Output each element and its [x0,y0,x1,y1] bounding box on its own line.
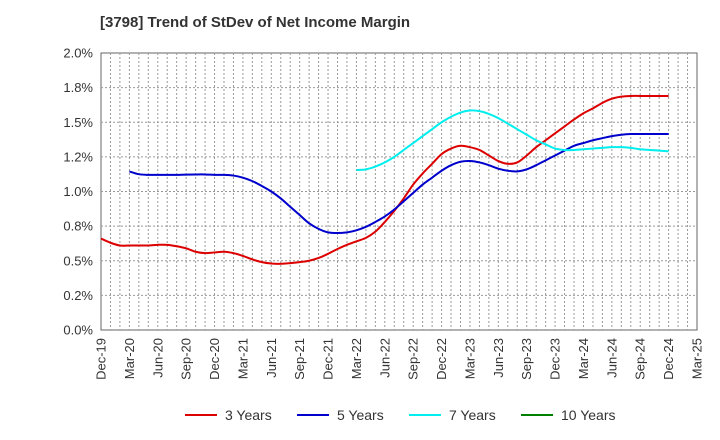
y-tick-label: 0.2% [63,288,93,303]
y-tick-label: 2.0% [63,46,93,61]
x-tick-label: Dec-22 [434,338,449,380]
x-tick-label: Dec-20 [207,338,222,380]
y-tick-label: 1.0% [63,184,93,199]
series-line-5-years [129,132,669,235]
x-tick-label: Mar-24 [576,338,591,379]
x-tick-label: Mar-20 [122,338,137,379]
legend-label: 10 Years [561,407,616,423]
x-tick-label: Jun-21 [264,338,279,378]
legend-swatch [521,414,553,416]
x-tick-label: Sep-21 [292,338,307,380]
legend: 3 Years 5 Years 7 Years 10 Years [0,404,720,426]
y-axis-ticks: 0.0% 0.2% 0.5% 0.8% 1.0% 1.2% 1.5% 1.8% 2.0% [63,46,93,338]
y-tick-label: 1.8% [63,80,93,95]
x-axis-ticks: Dec-19 Mar-20 Jun-20 Sep-20 Dec-20 Mar-21 Jun-… [94,338,705,380]
series-line-7-years [356,109,669,172]
legend-item-7-years: 7 Years [409,404,496,426]
legend-label: 3 Years [225,407,272,423]
x-tick-label: Sep-23 [519,338,534,380]
x-tick-label: Mar-21 [235,338,250,379]
series-line-3-years [100,94,669,265]
grid-lines [101,53,697,330]
x-tick-label: Jun-22 [377,338,392,378]
x-tick-label: Jun-24 [604,338,619,378]
chart-title: [3798] Trend of StDev of Net Income Marg… [100,14,411,31]
legend-item-5-years: 5 Years [297,404,384,426]
x-tick-label: Jun-20 [150,338,165,378]
x-tick-label: Dec-21 [321,338,336,380]
x-tick-label: Mar-25 [690,338,705,379]
y-tick-label: 0.0% [63,323,93,338]
x-tick-label: Sep-24 [633,338,648,380]
legend-swatch [185,414,217,416]
y-tick-label: 0.5% [63,253,93,268]
legend-swatch [297,414,329,416]
legend-label: 7 Years [449,407,496,423]
x-tick-label: Mar-23 [462,338,477,379]
legend-label: 5 Years [337,407,384,423]
x-tick-label: Jun-23 [491,338,506,378]
legend-item-3-years: 3 Years [185,404,272,426]
x-tick-label: Dec-19 [94,338,109,380]
legend-item-10-years: 10 Years [521,404,616,426]
y-tick-label: 1.5% [63,115,93,130]
y-tick-label: 0.8% [63,219,93,234]
x-tick-label: Sep-20 [179,338,194,380]
series-lines [100,94,669,265]
x-tick-label: Sep-22 [406,338,421,380]
x-tick-label: Dec-23 [548,338,563,380]
legend-swatch [409,414,441,416]
x-tick-label: Dec-24 [661,338,676,380]
y-tick-label: 1.2% [63,149,93,164]
x-tick-label: Mar-22 [349,338,364,379]
